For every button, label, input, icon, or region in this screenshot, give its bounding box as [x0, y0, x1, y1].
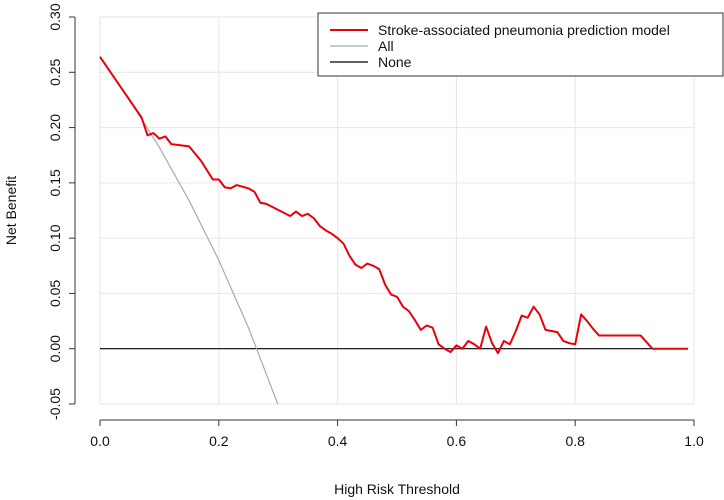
x-tick-label: 0.8: [565, 433, 585, 449]
series-line-all: [99, 56, 279, 404]
legend-box: [317, 12, 724, 77]
y-tick-label: 0.10: [47, 224, 63, 251]
y-tick-label: 0.00: [47, 335, 63, 362]
y-tick-label: -0.05: [47, 388, 63, 420]
y-tick-label: 0.15: [47, 169, 63, 196]
x-tick-label: 0.4: [328, 433, 348, 449]
y-tick-label: 0.30: [47, 3, 63, 30]
x-tick-label: 0.6: [447, 433, 467, 449]
x-tick-label: 1.0: [684, 433, 704, 449]
legend-label: None: [378, 54, 412, 70]
legend-label: All: [378, 38, 394, 54]
x-tick-label: 0.2: [209, 433, 229, 449]
y-tick-label: 0.20: [47, 114, 63, 141]
x-axis: 0.0 0.2 0.4 0.6 0.8 1.0: [90, 419, 704, 449]
x-tick-label: 0.0: [90, 433, 110, 449]
plot-area: [99, 56, 689, 404]
y-tick-label: 0.25: [47, 58, 63, 85]
y-axis: -0.05 0.00 0.05 0.10 0.15 0.20 0.25 0.30: [47, 3, 76, 420]
x-axis-title: High Risk Threshold: [334, 481, 460, 497]
legend-label: Stroke-associated pneumonia prediction m…: [378, 22, 670, 38]
y-tick-label: 0.05: [47, 280, 63, 307]
legend: Stroke-associated pneumonia prediction m…: [317, 12, 724, 77]
series-line-model: [99, 56, 689, 355]
y-axis-title: Net Benefit: [3, 176, 19, 245]
